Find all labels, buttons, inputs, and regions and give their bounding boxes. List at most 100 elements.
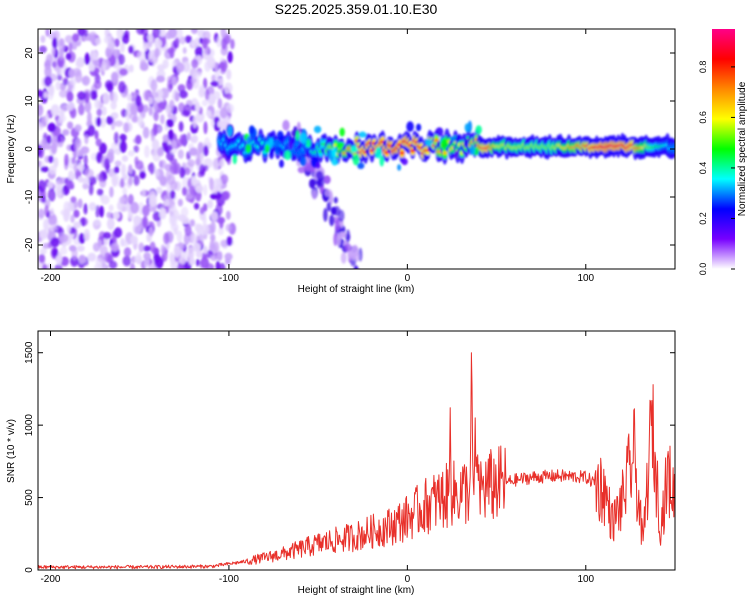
branch-blob bbox=[347, 271, 354, 278]
noise-blob bbox=[178, 102, 185, 113]
band-blob bbox=[475, 125, 482, 135]
noise-blob bbox=[95, 205, 100, 218]
noise-blob bbox=[38, 104, 44, 117]
noise-blob bbox=[194, 46, 203, 58]
band-blob bbox=[273, 139, 280, 148]
noise-blob bbox=[198, 234, 204, 247]
colorbar-label: Normalized spectral amplitude bbox=[737, 81, 748, 216]
colorbar: 0.0 0.2 0.4 0.6 0.8 Normalized spectral ampl… bbox=[698, 29, 748, 275]
noise-blob bbox=[93, 79, 102, 90]
noise-blob bbox=[60, 256, 69, 267]
noise-blob bbox=[121, 155, 129, 162]
noise-blob bbox=[216, 216, 226, 224]
noise-blob bbox=[182, 47, 187, 54]
band-blob bbox=[299, 132, 308, 144]
band-blob bbox=[464, 123, 470, 132]
noise-blob bbox=[122, 187, 128, 195]
y-tick-label: 0 bbox=[24, 146, 35, 152]
noise-blob bbox=[209, 240, 215, 251]
noise-blob bbox=[175, 29, 183, 38]
noise-blob bbox=[192, 242, 201, 253]
noise-blob bbox=[166, 144, 174, 151]
branch-blob bbox=[355, 270, 360, 277]
noise-blob bbox=[99, 117, 107, 128]
noise-blob bbox=[177, 149, 184, 159]
noise-blob bbox=[58, 116, 64, 124]
noise-blob bbox=[133, 145, 139, 153]
noise-blob bbox=[51, 47, 56, 57]
noise-blob bbox=[43, 91, 48, 99]
noise-blob bbox=[149, 91, 159, 99]
noise-blob bbox=[131, 115, 139, 123]
noise-blob bbox=[55, 81, 61, 91]
noise-blob bbox=[127, 176, 133, 186]
noise-blob bbox=[122, 255, 132, 267]
noise-blob bbox=[202, 203, 208, 212]
band-blob bbox=[454, 150, 459, 159]
noise-blob bbox=[112, 211, 120, 220]
noise-blob bbox=[187, 246, 195, 260]
noise-blob bbox=[65, 52, 72, 61]
noise-blob bbox=[170, 204, 177, 214]
noise-blob bbox=[190, 39, 196, 48]
noise-blob bbox=[227, 51, 233, 64]
noise-blob bbox=[45, 29, 50, 37]
noise-blob bbox=[73, 201, 78, 209]
noise-blob bbox=[142, 42, 149, 52]
noise-blob bbox=[148, 106, 153, 116]
noise-blob bbox=[96, 188, 104, 196]
noise-blob bbox=[220, 46, 228, 56]
noise-blob bbox=[81, 75, 91, 86]
x-tick-label: -100 bbox=[219, 273, 239, 284]
branch-blob bbox=[323, 175, 331, 185]
noise-blob bbox=[191, 58, 199, 69]
noise-blob bbox=[217, 98, 223, 109]
noise-blob bbox=[193, 202, 200, 210]
noise-blob bbox=[220, 174, 229, 185]
noise-blob bbox=[181, 216, 190, 225]
x-tick-label: 0 bbox=[405, 273, 411, 284]
noise-blob bbox=[142, 126, 150, 139]
noise-blob bbox=[195, 258, 200, 267]
noise-blob bbox=[50, 237, 60, 248]
noise-blob bbox=[72, 33, 80, 42]
noise-blob bbox=[120, 177, 125, 188]
noise-blob bbox=[120, 163, 127, 177]
noise-blob bbox=[225, 93, 233, 100]
colorbar-ticks: 0.0 0.2 0.4 0.6 0.8 bbox=[698, 61, 735, 275]
noise-blob bbox=[201, 99, 209, 107]
noise-blob bbox=[48, 213, 57, 226]
noise-blob bbox=[210, 233, 216, 242]
figure-title: S225.2025.359.01.10.E30 bbox=[274, 1, 438, 17]
noise-blob bbox=[127, 210, 134, 220]
noise-blob bbox=[169, 251, 174, 262]
band-blob bbox=[374, 146, 382, 159]
noise-blob bbox=[134, 156, 139, 165]
noise-blob bbox=[159, 159, 167, 169]
branch-blob bbox=[355, 270, 359, 277]
noise-blob bbox=[152, 211, 162, 222]
noise-blob bbox=[59, 89, 68, 98]
colorbar-tick-label: 0.4 bbox=[698, 162, 708, 175]
noise-blob bbox=[153, 110, 159, 122]
noise-blob bbox=[191, 233, 199, 245]
noise-blob bbox=[56, 74, 63, 81]
noise-blob bbox=[182, 61, 191, 73]
y-tick-label: -10 bbox=[24, 189, 35, 204]
noise-blob bbox=[113, 227, 123, 239]
noise-blob bbox=[136, 29, 145, 35]
noise-blob bbox=[83, 29, 89, 37]
noise-blob bbox=[47, 122, 56, 133]
noise-blob bbox=[162, 59, 169, 69]
noise-blob bbox=[94, 219, 101, 227]
noise-blob bbox=[226, 103, 234, 113]
noise-blob bbox=[68, 42, 73, 53]
y-tick-label: 1500 bbox=[24, 341, 35, 364]
noise-blob bbox=[77, 198, 83, 209]
band-blob bbox=[268, 137, 274, 149]
noise-blob bbox=[135, 134, 142, 145]
noise-blob bbox=[195, 250, 203, 258]
branch-blob bbox=[347, 248, 354, 261]
